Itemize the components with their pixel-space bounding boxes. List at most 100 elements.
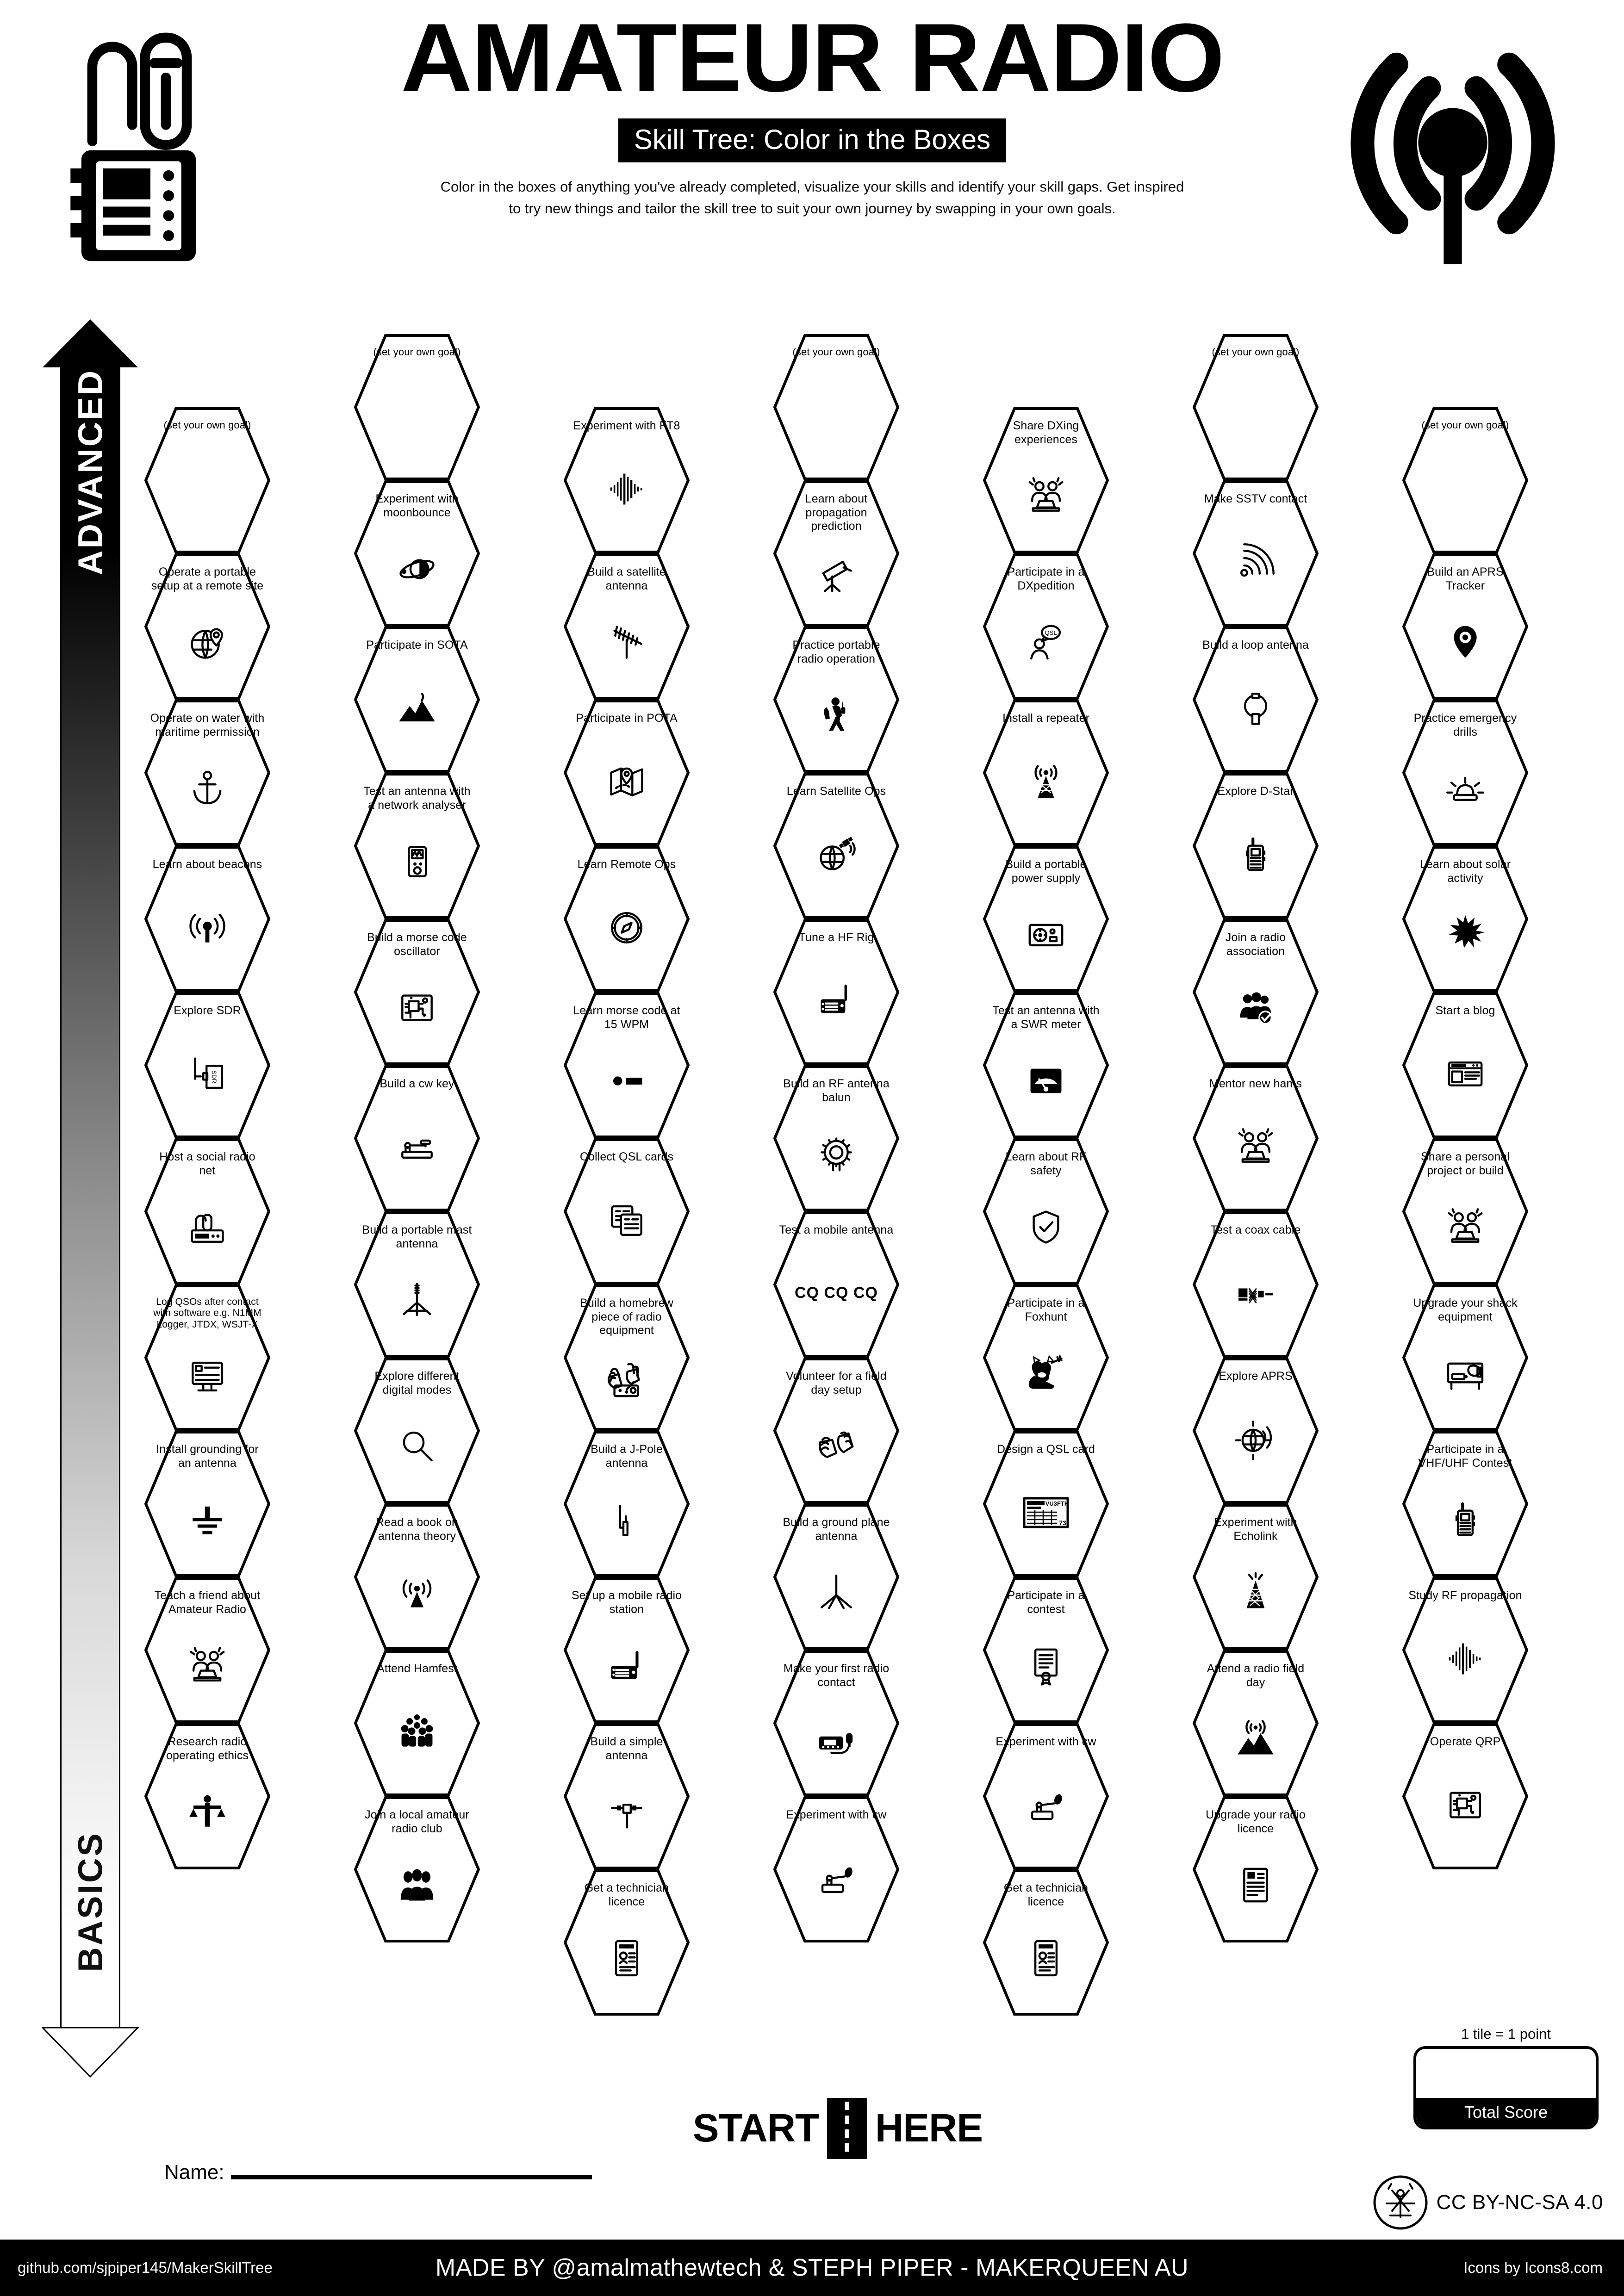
dot-dash-icon-slot xyxy=(568,1031,685,1127)
skill-tile[interactable]: Explore different digital modes xyxy=(354,1358,480,1504)
shield-check-icon-slot xyxy=(988,1178,1104,1273)
skill-tile[interactable]: Practice portable radio operation xyxy=(773,627,899,773)
skill-tile[interactable]: (set your own goal) xyxy=(773,334,899,480)
skill-tile[interactable]: Build a portable mast antenna xyxy=(354,1211,480,1358)
skill-tile[interactable]: (set your own goal) xyxy=(1402,407,1528,553)
skill-tile[interactable]: Host a social radio net xyxy=(144,1138,270,1285)
skill-tile-label: Practice emergency drills xyxy=(1413,712,1517,738)
skill-tile[interactable]: (set your own goal) xyxy=(354,334,480,480)
morse-key-icon-slot xyxy=(778,1822,895,1932)
skill-tile[interactable]: Share DXing experiences xyxy=(983,407,1109,553)
footer-icons-credit[interactable]: Icons by Icons8.com xyxy=(1463,2259,1603,2276)
skill-tile[interactable]: Explore APRS xyxy=(1193,1358,1319,1504)
swr-meter-icon-slot xyxy=(988,1031,1104,1127)
score-value[interactable] xyxy=(1416,2049,1596,2098)
skill-tile[interactable]: Build an APRS Tracker xyxy=(1402,553,1528,700)
skill-tile-label: Test a coax cable xyxy=(1210,1223,1301,1236)
skill-tile[interactable]: Join a radio association xyxy=(1193,919,1319,1065)
skill-tile-label: Operate a portable setup at a remote sit… xyxy=(151,565,264,592)
skill-tile[interactable]: Log QSOs after contact with software e.g… xyxy=(144,1285,270,1431)
skill-tile[interactable]: Participate in a contest xyxy=(983,1577,1109,1723)
skill-tile[interactable]: Set up a mobile radio station xyxy=(564,1577,690,1723)
skill-tile[interactable]: Test an antenna with a network analyser xyxy=(354,773,480,919)
start-word: START xyxy=(692,2106,819,2150)
skill-tile[interactable]: Explore D-Star xyxy=(1193,773,1319,919)
skill-tile-label: Build a loop antenna xyxy=(1202,639,1309,652)
skill-tile[interactable]: Test a mobile antenna CQ CQ CQ xyxy=(773,1211,899,1358)
skill-tile[interactable]: Test an antenna with a SWR meter xyxy=(983,992,1109,1138)
score-box[interactable]: Total Score xyxy=(1413,2046,1599,2129)
footer-repo-link[interactable]: github.com/sjpiper145/MakerSkillTree xyxy=(18,2259,273,2276)
skill-tile[interactable]: Learn Remote Ops xyxy=(564,846,690,992)
skill-tile[interactable]: Make your first radio contact xyxy=(773,1650,899,1796)
skill-tile-label: Get a technician licence xyxy=(1003,1881,1089,1908)
skill-tile[interactable]: Operate a portable setup at a remote sit… xyxy=(144,553,270,700)
skill-tile[interactable]: Teach a friend about Amateur Radio xyxy=(144,1577,270,1723)
skill-tile[interactable]: Share a personal project or build xyxy=(1402,1138,1528,1285)
skill-tile[interactable]: Learn about solar activity xyxy=(1402,846,1528,992)
skill-tile[interactable]: Tune a HF Rig xyxy=(773,919,899,1065)
name-input-line[interactable] xyxy=(230,2175,592,2179)
skill-tile[interactable]: Design a QSL card VU3FTH 73 xyxy=(983,1431,1109,1577)
page-subtitle: Skill Tree: Color in the Boxes xyxy=(618,118,1007,162)
skill-tile[interactable]: Practice emergency drills xyxy=(1402,700,1528,846)
skill-tile[interactable]: (set your own goal) xyxy=(1193,334,1319,480)
skill-tile[interactable]: Build a simple antenna xyxy=(564,1723,690,1869)
skill-tile[interactable]: Get a technician licence xyxy=(983,1869,1109,2016)
skill-tile[interactable]: Participate in a Foxhunt xyxy=(983,1285,1109,1431)
skill-tile[interactable]: Experiment with cw xyxy=(773,1796,899,1942)
skill-tile[interactable]: Get a technician licence xyxy=(564,1869,690,2016)
skill-tile[interactable]: Build a portable power supply xyxy=(983,846,1109,992)
skill-tile[interactable]: (set your own goal) xyxy=(144,407,270,553)
skill-tile-label: Set up a mobile radio station xyxy=(571,1589,682,1616)
skill-tile[interactable]: Join a local amateur radio club xyxy=(354,1796,480,1942)
skill-tile[interactable]: Build a loop antenna xyxy=(1193,627,1319,773)
skill-tile[interactable]: Study RF propagation xyxy=(1402,1577,1528,1723)
skill-tile[interactable]: Explore SDR SDR xyxy=(144,992,270,1138)
skill-tile[interactable]: Read a book on antenna theory xyxy=(354,1504,480,1650)
skill-tile[interactable]: Build a morse code oscillator xyxy=(354,919,480,1065)
skill-tile[interactable]: Experiment with moonbounce xyxy=(354,480,480,627)
skill-tile[interactable]: Experiment with cw xyxy=(983,1723,1109,1869)
skill-tile[interactable]: Upgrade your shack equipment xyxy=(1402,1285,1528,1431)
skill-tile[interactable]: Mentor new hams xyxy=(1193,1065,1319,1211)
skill-tile[interactable]: Learn about propagation prediction xyxy=(773,480,899,627)
skill-tile[interactable]: Experiment with FT8 xyxy=(564,407,690,553)
skill-tile[interactable]: Learn morse code at 15 WPM xyxy=(564,992,690,1138)
skill-tile[interactable]: Install grounding for an antenna xyxy=(144,1431,270,1577)
skill-tile[interactable]: Experiment with Echolink xyxy=(1193,1504,1319,1650)
skill-tile[interactable]: Participate in a DXpedition QSL xyxy=(983,553,1109,700)
skill-tile[interactable]: Participate in a VHF/UHF Contest xyxy=(1402,1431,1528,1577)
skill-tile[interactable]: Participate in POTA xyxy=(564,700,690,846)
skill-tile[interactable]: Build a cw key xyxy=(354,1065,480,1211)
skill-tile[interactable]: Learn about beacons xyxy=(144,846,270,992)
skill-tile[interactable]: Volunteer for a field day setup xyxy=(773,1358,899,1504)
skill-tile[interactable]: Build a satellite antenna xyxy=(564,553,690,700)
skill-tile[interactable]: Operate QRP xyxy=(1402,1723,1528,1869)
skill-tile[interactable]: Install a repeater xyxy=(983,700,1109,846)
here-word: HERE xyxy=(875,2106,983,2150)
skill-tile[interactable]: Learn about RF safety xyxy=(983,1138,1109,1285)
skill-tile[interactable]: Operate on water with maritime permissio… xyxy=(144,700,270,846)
id-card-icon-slot xyxy=(568,1909,685,2004)
skill-tile[interactable]: Build a J-Pole antenna xyxy=(564,1431,690,1577)
skill-tile[interactable]: Test a coax cable xyxy=(1193,1211,1319,1358)
skill-tile[interactable]: Participate in SOTA xyxy=(354,627,480,773)
skill-tile[interactable]: Build an RF antenna balun xyxy=(773,1065,899,1211)
skill-tile[interactable]: Learn Satellite Ops xyxy=(773,773,899,919)
skill-tile[interactable]: Research radio operating ethics xyxy=(144,1723,270,1869)
skill-tile[interactable]: Attend Hamfest xyxy=(354,1650,480,1796)
skill-tile-label: Operate on water with maritime permissio… xyxy=(150,712,265,738)
telescope-icon-slot xyxy=(778,534,895,616)
name-field[interactable]: Name: xyxy=(164,2161,592,2184)
skill-tile[interactable]: Build a homebrew piece of radio equipmen… xyxy=(564,1285,690,1431)
skill-tile[interactable]: Attend a radio field day xyxy=(1193,1650,1319,1796)
ground-plane-icon-slot xyxy=(778,1543,895,1639)
skill-tile[interactable]: Collect QSL cards xyxy=(564,1138,690,1285)
skill-tile[interactable]: Upgrade your radio licence xyxy=(1193,1796,1319,1942)
tower-waves-icon-slot xyxy=(359,1543,475,1639)
skill-tile[interactable]: Make SSTV contact xyxy=(1193,480,1319,627)
skill-tile-label: Practice portable radio operation xyxy=(792,639,880,665)
skill-tile[interactable]: Start a blog xyxy=(1402,992,1528,1138)
skill-tile[interactable]: Build a ground plane antenna xyxy=(773,1504,899,1650)
